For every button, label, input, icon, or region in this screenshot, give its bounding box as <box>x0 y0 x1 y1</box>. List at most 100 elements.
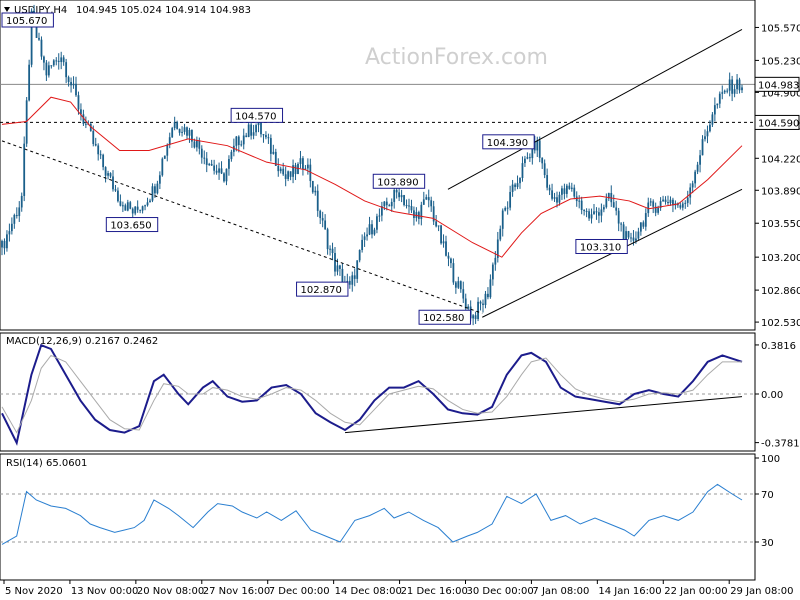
price-label-box <box>1 12 54 28</box>
candle-body <box>358 250 361 261</box>
candle-body <box>741 87 743 91</box>
candle-body <box>92 130 95 145</box>
candle-body <box>390 201 393 207</box>
candle-body <box>464 298 467 309</box>
candle-body <box>319 210 322 219</box>
candle-body <box>262 134 265 136</box>
candle-body <box>6 234 8 249</box>
candle-body <box>314 190 317 193</box>
candle-body <box>561 188 563 195</box>
candle-body <box>178 128 181 133</box>
candle-body <box>210 163 213 166</box>
candle-body <box>521 163 524 179</box>
candle-body <box>467 306 470 309</box>
candle-body <box>694 171 697 184</box>
candle-body <box>15 215 18 217</box>
candle-body <box>538 140 541 158</box>
candle-body <box>709 124 711 132</box>
candle-body <box>400 195 403 198</box>
candle-body <box>25 100 28 144</box>
price-axis-label: 105.230 <box>761 56 800 67</box>
x-axis-label: 29 Jan 08:00 <box>730 586 793 597</box>
rsi-axis-label: 30 <box>761 538 774 549</box>
candle-body <box>67 77 70 82</box>
candle-body <box>474 315 477 319</box>
rsi-line <box>1 483 743 545</box>
candle-body <box>457 281 460 288</box>
candle-body <box>383 201 386 207</box>
candle-body <box>398 192 401 198</box>
candle-body <box>647 202 650 214</box>
candle-body <box>168 137 171 145</box>
x-axis-label: 14 Dec 08:00 <box>335 586 402 597</box>
candle-body <box>40 39 43 57</box>
candle-body <box>289 171 292 177</box>
candle-body <box>706 131 709 137</box>
price-axis-label: 104.900 <box>761 88 800 99</box>
candle-body <box>250 124 253 136</box>
candle-body <box>388 205 391 207</box>
candle-body <box>84 123 87 125</box>
candle-body <box>669 199 672 204</box>
candle-body <box>240 144 243 146</box>
candle-body <box>274 151 277 166</box>
candle-body <box>420 204 423 219</box>
macd-plot <box>0 343 755 446</box>
x-axis-label: 27 Nov 16:00 <box>203 586 270 597</box>
candle-body <box>299 158 302 164</box>
candle-body <box>353 275 356 279</box>
price-tag-label: 104.983 <box>758 80 799 91</box>
candle-body <box>511 184 514 192</box>
candle-body <box>506 207 509 209</box>
candle-body <box>696 164 699 172</box>
price-label: 103.650 <box>110 221 151 232</box>
candle-body <box>297 163 299 175</box>
candle-body <box>10 223 13 232</box>
candle-body <box>686 197 689 203</box>
price-label-box <box>418 309 471 325</box>
candle-body <box>588 211 590 219</box>
candle-body <box>489 279 492 298</box>
candle-body <box>432 206 435 222</box>
candle-body <box>568 185 571 189</box>
candle-body <box>361 239 364 251</box>
candle-body <box>681 203 684 208</box>
price-tag-box <box>754 114 800 130</box>
candle-body <box>477 301 479 319</box>
price-label: 103.310 <box>580 242 621 253</box>
candle-body <box>637 231 640 239</box>
candle-body <box>689 187 692 198</box>
candle-body <box>114 189 117 191</box>
candle-body <box>524 158 526 164</box>
candle-body <box>408 205 410 207</box>
candle-body <box>50 65 53 67</box>
candle-body <box>659 201 662 208</box>
candle-body <box>617 210 620 224</box>
candle-body <box>531 141 534 159</box>
candle-body <box>144 205 146 207</box>
candle-body <box>45 62 48 76</box>
rsi-panel-frame <box>0 453 756 581</box>
candle-body <box>77 95 80 110</box>
candle-body <box>188 130 191 136</box>
candle-body <box>193 141 196 148</box>
candle-body <box>158 175 161 184</box>
candle-body <box>230 151 233 160</box>
candle-body <box>558 194 561 203</box>
candle-body <box>247 124 250 137</box>
collapse-triangle-icon[interactable] <box>4 7 10 12</box>
candle-body <box>625 231 627 240</box>
candle-body <box>146 202 149 206</box>
candle-body <box>265 135 267 138</box>
candle-body <box>161 158 164 176</box>
macd-axis-label: -0.3781 <box>761 439 800 450</box>
candle-body <box>228 159 230 169</box>
watermark: ActionForex.com <box>365 45 548 70</box>
candle-body <box>605 198 608 208</box>
candle-body <box>583 210 586 212</box>
candle-body <box>553 197 556 199</box>
candle-body <box>425 197 428 200</box>
candle-body <box>679 205 682 208</box>
